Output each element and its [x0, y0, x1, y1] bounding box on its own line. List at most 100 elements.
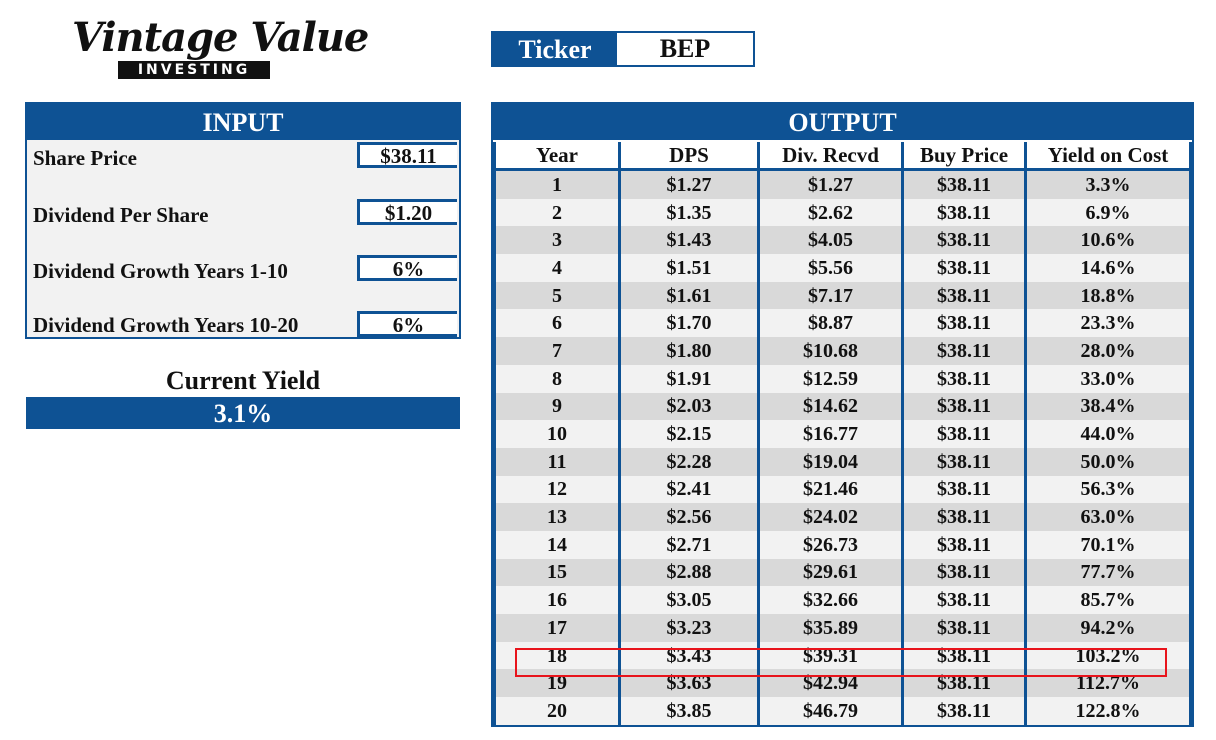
logo-script: Vintage Value	[72, 14, 369, 61]
table-cell: $3.63	[618, 669, 760, 698]
table-row: 2 $1.35 $2.62 $38.11 6.9%	[493, 198, 1192, 227]
table-cell: 18	[493, 641, 621, 670]
table-cell: $38.11	[901, 392, 1027, 421]
dps-input[interactable]: $1.20	[357, 199, 457, 225]
share-price-label: Share Price	[33, 146, 137, 170]
table-cell: $38.11	[901, 697, 1027, 725]
table-row: 6 $1.70 $8.87 $38.11 23.3%	[493, 309, 1192, 338]
column-header: DPS	[618, 142, 760, 171]
table-row: 19 $3.63 $42.94 $38.11 112.7%	[493, 669, 1192, 698]
table-cell: 10	[493, 420, 621, 448]
table-cell: $46.79	[757, 697, 904, 725]
ticker-input[interactable]: BEP	[659, 34, 711, 63]
table-cell: $32.66	[757, 586, 904, 614]
table-cell: $38.11	[901, 641, 1027, 670]
growth-1-10-input[interactable]: 6%	[357, 255, 457, 281]
current-yield-value: 3.1%	[26, 397, 460, 429]
table-cell: 56.3%	[1024, 475, 1192, 504]
table-row: 12 $2.41 $21.46 $38.11 56.3%	[493, 475, 1192, 504]
table-cell: 10.6%	[1024, 226, 1192, 255]
table-cell: 14	[493, 530, 621, 559]
table-cell: 50.0%	[1024, 447, 1192, 476]
table-cell: 85.7%	[1024, 586, 1192, 614]
table-cell: $2.71	[618, 530, 760, 559]
table-cell: $38.11	[901, 669, 1027, 698]
table-cell: $3.43	[618, 641, 760, 670]
table-cell: 4	[493, 254, 621, 282]
table-cell: 112.7%	[1024, 669, 1192, 698]
table-cell: $12.59	[757, 364, 904, 393]
table-row: 20 $3.85 $46.79 $38.11 122.8%	[493, 697, 1192, 725]
table-cell: $1.61	[618, 281, 760, 310]
table-row: 16 $3.05 $32.66 $38.11 85.7%	[493, 586, 1192, 614]
table-cell: 15	[493, 558, 621, 587]
column-header: Year	[493, 142, 621, 171]
growth-1-10-label: Dividend Growth Years 1-10	[33, 259, 288, 283]
table-cell: 18.8%	[1024, 281, 1192, 310]
table-cell: $8.87	[757, 309, 904, 338]
table-cell: $14.62	[757, 392, 904, 421]
share-price-input[interactable]: $38.11	[357, 142, 457, 168]
table-cell: $38.11	[901, 337, 1027, 365]
table-cell: 14.6%	[1024, 254, 1192, 282]
table-cell: $1.35	[618, 198, 760, 227]
table-cell: $26.73	[757, 530, 904, 559]
growth-10-20-label: Dividend Growth Years 10-20	[33, 313, 299, 337]
table-row: 10 $2.15 $16.77 $38.11 44.0%	[493, 420, 1192, 448]
table-cell: $38.11	[901, 309, 1027, 338]
table-cell: $38.11	[901, 614, 1027, 642]
table-cell: $2.56	[618, 503, 760, 531]
table-cell: 23.3%	[1024, 309, 1192, 338]
table-cell: $38.11	[901, 364, 1027, 393]
table-cell: $38.11	[901, 198, 1027, 227]
table-cell: 1	[493, 169, 621, 199]
table-row: 17 $3.23 $35.89 $38.11 94.2%	[493, 614, 1192, 642]
table-cell: 38.4%	[1024, 392, 1192, 421]
table-cell: $4.05	[757, 226, 904, 255]
table-row: 18 $3.43 $39.31 $38.11 103.2%	[493, 641, 1192, 670]
column-header: Yield on Cost	[1024, 142, 1192, 171]
table-cell: $1.51	[618, 254, 760, 282]
growth-10-20-input[interactable]: 6%	[357, 311, 457, 337]
table-cell: $3.85	[618, 697, 760, 725]
table-cell: $2.62	[757, 198, 904, 227]
table-cell: $10.68	[757, 337, 904, 365]
table-cell: 44.0%	[1024, 420, 1192, 448]
table-cell: $29.61	[757, 558, 904, 587]
table-cell: $38.11	[901, 586, 1027, 614]
table-cell: 63.0%	[1024, 503, 1192, 531]
table-cell: $42.94	[757, 669, 904, 698]
table-cell: 7	[493, 337, 621, 365]
table-cell: $1.43	[618, 226, 760, 255]
table-cell: $19.04	[757, 447, 904, 476]
table-cell: 103.2%	[1024, 641, 1192, 670]
table-cell: 20	[493, 697, 621, 725]
table-cell: 28.0%	[1024, 337, 1192, 365]
table-cell: 94.2%	[1024, 614, 1192, 642]
current-yield-label: Current Yield	[165, 366, 321, 395]
dps-label: Dividend Per Share	[33, 203, 209, 227]
ticker-box: Ticker BEP	[491, 31, 755, 67]
table-cell: $38.11	[901, 169, 1027, 199]
table-cell: 33.0%	[1024, 364, 1192, 393]
table-cell: $21.46	[757, 475, 904, 504]
output-title: OUTPUT	[493, 104, 1192, 140]
table-cell: $1.70	[618, 309, 760, 338]
table-cell: 3.3%	[1024, 169, 1192, 199]
input-title: INPUT	[27, 104, 459, 140]
table-cell: 2	[493, 198, 621, 227]
table-cell: $38.11	[901, 558, 1027, 587]
input-panel: INPUT Share Price $38.11 Dividend Per Sh…	[25, 102, 461, 339]
table-cell: 19	[493, 669, 621, 698]
table-cell: $2.41	[618, 475, 760, 504]
output-panel: OUTPUT Year DPS Div. Recvd Buy Price Yield o…	[491, 102, 1194, 727]
table-row: 3 $1.43 $4.05 $38.11 10.6%	[493, 226, 1192, 255]
table-row: 7 $1.80 $10.68 $38.11 28.0%	[493, 337, 1192, 365]
table-cell: $16.77	[757, 420, 904, 448]
table-row: 11 $2.28 $19.04 $38.11 50.0%	[493, 447, 1192, 476]
table-row: 4 $1.51 $5.56 $38.11 14.6%	[493, 254, 1192, 282]
table-row: 1 $1.27 $1.27 $38.11 3.3%	[493, 169, 1192, 199]
table-row: 15 $2.88 $29.61 $38.11 77.7%	[493, 558, 1192, 587]
table-row: 5 $1.61 $7.17 $38.11 18.8%	[493, 281, 1192, 310]
table-cell: $39.31	[757, 641, 904, 670]
